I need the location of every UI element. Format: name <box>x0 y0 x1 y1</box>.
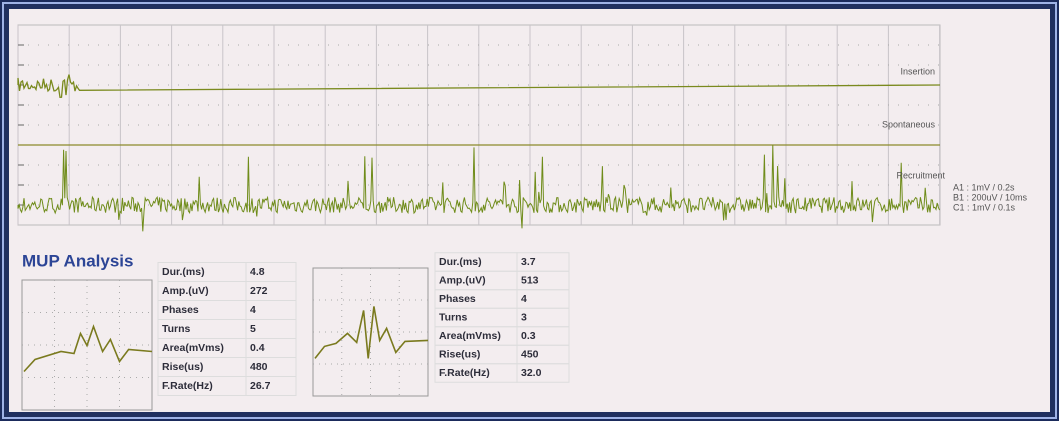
param-value: 5 <box>250 323 256 335</box>
param-value: 4.8 <box>250 266 265 278</box>
param-value: 0.3 <box>521 330 536 342</box>
scale-label: A1 : 1mV / 0.2s <box>953 182 1015 192</box>
trace-label: Recruitment <box>896 170 945 180</box>
param-name: Amp.(uV) <box>439 274 486 286</box>
param-name: Turns <box>439 311 468 323</box>
param-value: 3 <box>521 311 527 323</box>
param-value: 272 <box>250 285 268 297</box>
param-name: Amp.(uV) <box>162 285 209 297</box>
param-name: F.Rate(Hz) <box>162 380 213 392</box>
trace-label: Spontaneous <box>882 119 936 129</box>
scale-label: C1 : 1mV / 0.1s <box>953 202 1016 212</box>
trace-label: Insertion <box>900 66 935 76</box>
section-title: MUP Analysis <box>22 251 134 270</box>
param-name: Phases <box>439 293 476 305</box>
param-value: 513 <box>521 274 539 286</box>
param-name: Area(mVms) <box>162 342 224 354</box>
page: Insertion Spontaneous Recruitment A1 : 1… <box>0 0 1059 421</box>
param-value: 0.4 <box>250 342 265 354</box>
param-value: 26.7 <box>250 380 271 392</box>
param-name: Rise(us) <box>162 361 203 373</box>
param-value: 32.0 <box>521 367 542 379</box>
param-name: F.Rate(Hz) <box>439 367 490 379</box>
param-value: 4 <box>250 304 256 316</box>
param-name: Rise(us) <box>439 348 480 360</box>
param-value: 450 <box>521 348 539 360</box>
param-value: 3.7 <box>521 256 536 268</box>
param-name: Dur.(ms) <box>162 266 205 278</box>
param-name: Phases <box>162 304 199 316</box>
param-name: Area(mVms) <box>439 330 501 342</box>
scale-label: B1 : 200uV / 10ms <box>953 192 1028 202</box>
param-value: 480 <box>250 361 268 373</box>
report: Insertion Spontaneous Recruitment A1 : 1… <box>0 0 1059 421</box>
param-name: Dur.(ms) <box>439 256 482 268</box>
param-name: Turns <box>162 323 191 335</box>
param-value: 4 <box>521 293 527 305</box>
